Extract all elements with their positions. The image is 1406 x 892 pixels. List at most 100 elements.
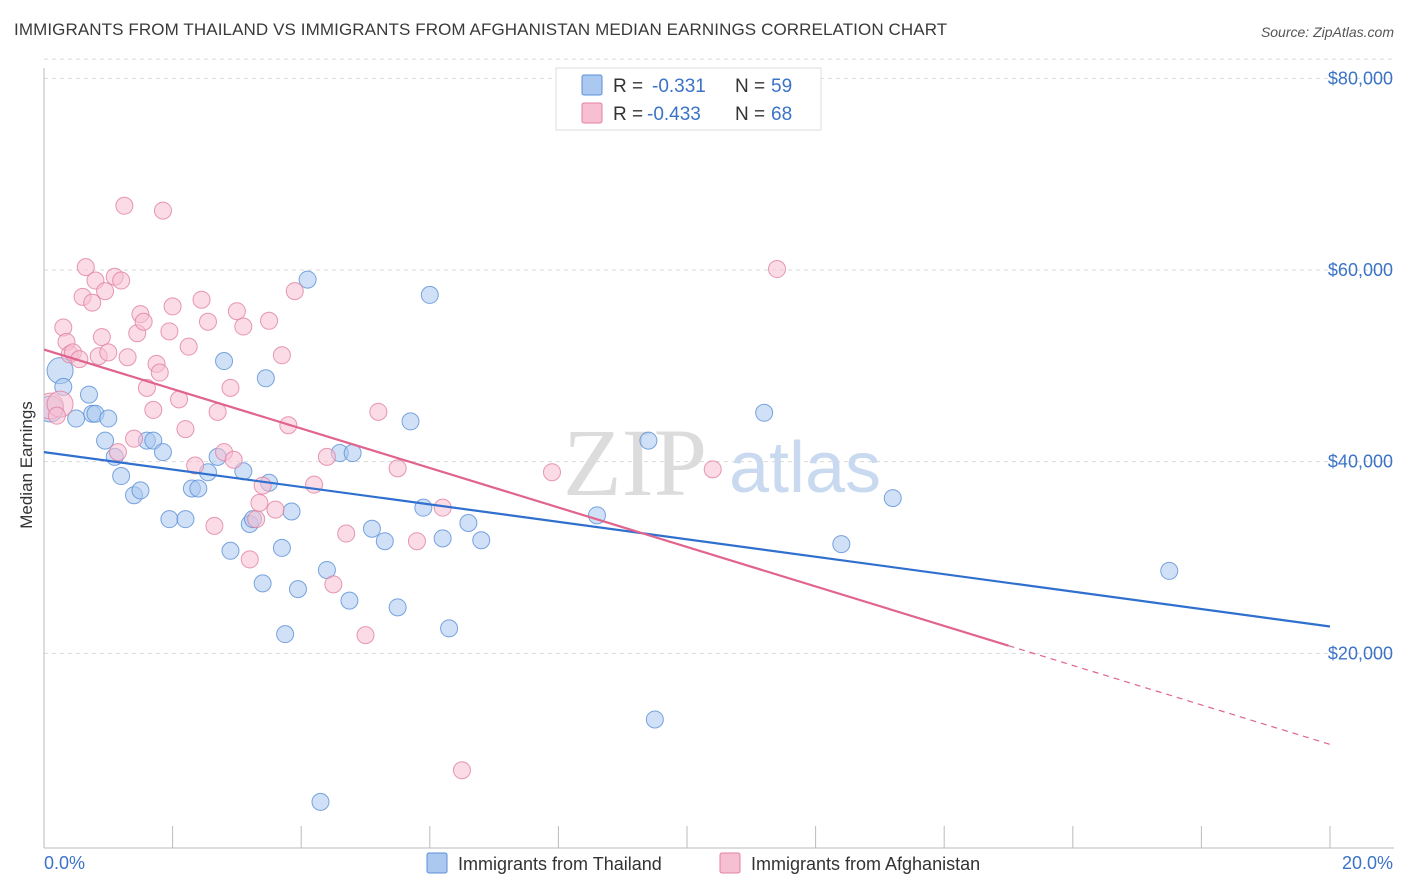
thailand-point	[144, 431, 163, 450]
thailand-point	[375, 532, 394, 551]
afghanistan-point	[234, 317, 253, 336]
thailand-point	[272, 538, 291, 557]
thailand-point	[153, 443, 172, 462]
thailand-point	[472, 531, 491, 550]
afghanistan-point	[150, 363, 169, 382]
source-credit: Source: ZipAtlas.com	[1260, 24, 1394, 40]
afghanistan-point	[153, 201, 172, 220]
afghanistan-point	[221, 378, 240, 397]
afghanistan-point	[134, 312, 153, 331]
thailand-point	[298, 270, 317, 289]
afghanistan-point	[768, 260, 787, 279]
thailand-point	[112, 467, 131, 486]
afghanistan-point	[186, 456, 205, 475]
thailand-point	[401, 412, 420, 431]
chart-title: IMMIGRANTS FROM THAILAND VS IMMIGRANTS F…	[14, 20, 948, 39]
afghanistan-point	[70, 350, 89, 369]
afghanistan-point	[108, 443, 127, 462]
afghanistan-point	[76, 258, 95, 277]
afghanistan-point	[356, 626, 375, 645]
thailand-point	[221, 541, 240, 560]
afghanistan-point	[272, 346, 291, 365]
y-tick-labels: $20,000 $40,000 $60,000 $80,000	[1328, 68, 1393, 663]
afghanistan-point	[224, 450, 243, 469]
afghanistan-point	[250, 493, 269, 512]
thailand-point	[311, 792, 330, 811]
legend-r-value-thailand: -0.331	[652, 76, 706, 97]
bottom-legend-thailand: Immigrants from Thailand	[458, 854, 662, 874]
afghanistan-point	[163, 297, 182, 316]
thailand-point	[755, 403, 774, 422]
afghanistan-point	[285, 282, 304, 301]
y-axis-title: Median Earnings	[17, 401, 36, 529]
x-tick-labels: 0.0% 20.0%	[44, 853, 1393, 873]
afghanistan-point	[542, 463, 561, 482]
afghanistan-point	[247, 510, 266, 529]
thailand-point	[388, 598, 407, 617]
thailand-point	[883, 489, 902, 508]
afghanistan-point	[179, 337, 198, 356]
watermark-atlas: atlas	[729, 428, 881, 508]
thailand-point	[639, 431, 658, 450]
thailand-point	[256, 369, 275, 388]
afghanistan-point	[388, 459, 407, 478]
thailand-point	[459, 514, 478, 532]
thailand-point	[1160, 561, 1179, 580]
afghanistan-point	[452, 761, 471, 780]
afghanistan-point	[160, 322, 179, 341]
afghanistan-point	[260, 311, 279, 330]
legend-n-value-thailand: 59	[771, 76, 792, 97]
afghanistan-point	[205, 516, 224, 535]
thailand-point	[440, 619, 459, 638]
thailand-point	[176, 510, 195, 529]
series-legend: Immigrants from Thailand Immigrants from…	[426, 852, 980, 874]
y-tick-label-1: $40,000	[1328, 452, 1393, 472]
thailand-point	[189, 479, 208, 498]
afghanistan-point	[703, 460, 722, 479]
watermark: ZIP atlas	[563, 409, 881, 516]
correlation-legend: R = -0.331 N = 59 R = -0.433 N = 68	[555, 67, 822, 131]
afghanistan-point	[208, 402, 227, 421]
legend-swatch-afghanistan	[581, 102, 603, 124]
legend-n-label-afghanistan: N =	[735, 104, 765, 125]
afghanistan-point	[407, 532, 426, 551]
bottom-legend-afghanistan: Immigrants from Afghanistan	[751, 854, 980, 874]
afghanistan-point	[192, 290, 211, 309]
legend-r-label-afghanistan: R =	[613, 104, 643, 125]
thailand-point	[96, 431, 115, 450]
afghanistan-point	[198, 312, 217, 331]
afghanistan-point	[253, 476, 272, 495]
thailand-point	[160, 510, 179, 529]
y-tick-label-2: $60,000	[1328, 260, 1393, 280]
afghanistan-point	[144, 400, 163, 419]
afghanistan-point	[240, 550, 259, 569]
thailand-point	[80, 385, 99, 404]
afghanistan-point	[125, 429, 144, 448]
afghanistan-point	[99, 343, 118, 362]
afghanistan-point	[337, 524, 356, 543]
afghanistan-point	[227, 302, 246, 321]
afghanistan-point	[369, 402, 388, 421]
thailand-trend-line	[44, 450, 1331, 628]
afghanistan-trend-extension	[1008, 645, 1331, 745]
watermark-zip: ZIP	[563, 409, 707, 516]
afghanistan-point	[317, 447, 336, 466]
trend-lines	[44, 348, 1331, 745]
thailand-point	[362, 519, 381, 538]
thailand-point	[253, 574, 272, 593]
afghanistan-point	[115, 196, 134, 215]
afghanistan-point	[176, 420, 195, 439]
legend-swatch-thailand	[581, 74, 603, 96]
afghanistan-point	[96, 282, 115, 301]
axes	[43, 68, 1394, 849]
y-tick-label-3: $80,000	[1328, 68, 1393, 88]
afghanistan-point	[266, 500, 285, 519]
bottom-legend-swatch-afghanistan	[719, 852, 741, 874]
thailand-point	[288, 580, 307, 599]
bottom-legend-swatch-thailand	[426, 852, 448, 874]
legend-r-value-afghanistan: -0.433	[647, 104, 701, 125]
afghanistan-point	[118, 348, 137, 367]
thailand-point	[215, 352, 234, 371]
afghanistan-point	[47, 406, 66, 425]
